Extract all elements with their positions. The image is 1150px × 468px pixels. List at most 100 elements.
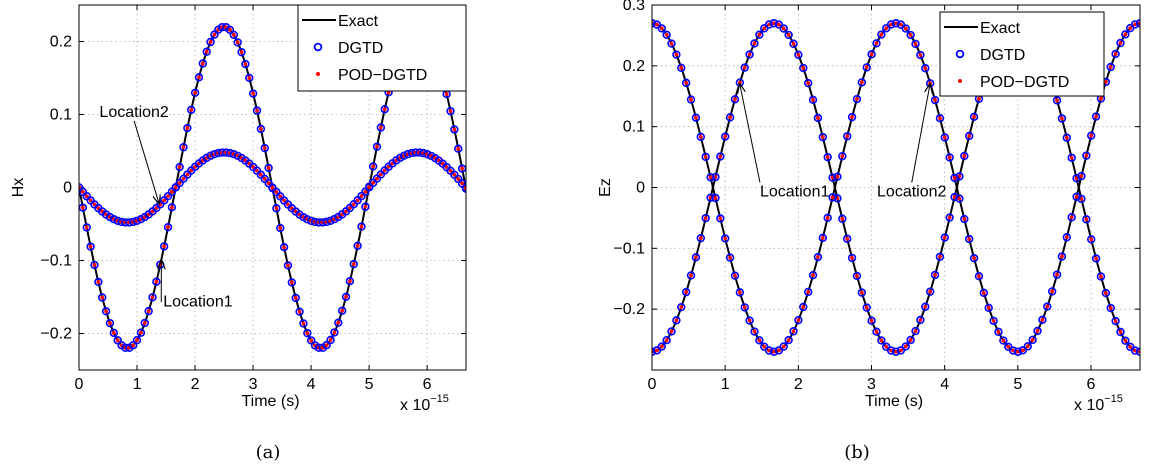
pod-dgtd-marker [903,26,908,31]
dgtd-marker [1023,342,1032,351]
dgtd-marker [361,202,370,211]
dgtd-marker [237,47,246,57]
pod-dgtd-marker [942,135,947,140]
dgtd-marker [1067,213,1076,222]
dgtd-marker [1086,131,1096,140]
pod-dgtd-marker [258,127,263,131]
dgtd-marker [233,38,242,47]
dgtd-marker [852,271,862,281]
pod-dgtd-marker [378,125,383,130]
pod-dgtd-marker [270,185,275,190]
dgtd-marker [672,50,681,59]
pod-dgtd-marker [169,189,174,194]
pod-dgtd-marker [135,338,139,343]
dgtd-marker [740,303,749,312]
dgtd-marker [730,95,740,104]
y-axis-label: Ez [597,178,614,197]
dgtd-marker [852,94,862,104]
dgtd-marker [691,113,701,122]
axes-border [651,4,1141,371]
pod-dgtd-marker [301,321,306,326]
dgtd-marker [803,78,813,88]
dgtd-marker [357,222,366,231]
dgtd-marker [461,183,466,192]
dgtd-marker [964,131,974,141]
dgtd-marker [691,253,701,262]
pod-dgtd-marker [1035,329,1040,333]
pod-dgtd-marker [908,338,913,342]
legend-circle-swatch [313,42,323,52]
pod-dgtd-marker [324,343,329,348]
pod-dgtd-marker [1020,348,1025,353]
x-multiplier: x 10−15 [400,393,449,414]
pod-dgtd-marker [351,262,356,267]
pod-dgtd-marker [830,195,835,200]
dgtd-marker [446,106,455,116]
pod-dgtd-marker [1113,319,1118,323]
pod-dgtd-marker [162,198,167,203]
dgtd-marker [662,336,671,345]
pod-dgtd-marker [977,274,981,279]
annotation-arrow [911,84,930,183]
pod-dgtd-marker [115,338,120,343]
pod-dgtd-marker [146,309,151,314]
pod-dgtd-marker [328,338,333,342]
dgtd-marker [906,335,915,345]
pod-dgtd-marker [733,273,737,278]
pod-dgtd-marker [375,144,379,149]
x-axis-label: Time (s) [865,393,923,410]
dgtd-marker [1091,254,1101,263]
pod-dgtd-marker [859,80,864,85]
pod-dgtd-marker [996,329,1001,334]
dgtd-marker [940,233,949,242]
pod-dgtd-marker [684,290,689,295]
pod-dgtd-marker [694,255,698,260]
dgtd-marker [999,336,1008,345]
dgtd-marker [740,63,749,72]
pod-dgtd-marker [816,255,820,259]
pod-dgtd-marker [258,172,263,177]
dgtd-marker [930,270,940,280]
dgtd-marker [764,346,774,355]
dgtd-marker [945,213,954,222]
pod-dgtd-marker [674,318,679,323]
dgtd-marker [279,243,289,252]
dgtd-marker [175,162,184,172]
dgtd-marker [79,183,84,192]
dgtd-marker [295,307,304,316]
dgtd-marker [1043,302,1052,311]
pod-dgtd-marker [933,273,937,277]
pod-dgtd-marker [448,109,453,114]
pod-dgtd-marker [723,134,728,139]
pod-dgtd-marker [173,185,178,190]
pod-dgtd-marker [776,22,781,27]
pod-dgtd-marker [282,198,287,203]
pod-dgtd-marker [100,295,105,300]
pod-dgtd-marker [1064,135,1069,140]
pod-dgtd-marker [703,216,708,221]
pod-dgtd-marker [1060,254,1064,259]
pod-dgtd-marker [840,216,845,221]
pod-dgtd-marker [679,65,684,70]
pod-dgtd-marker [801,305,806,309]
pod-dgtd-marker [811,273,815,278]
pod-dgtd-marker [231,33,236,37]
pod-dgtd-marker [728,255,732,260]
dgtd-marker [960,214,969,224]
pod-dgtd-marker [659,26,664,31]
y-tick-label: 0.1 [623,119,645,136]
legend-label: DGTD [338,40,383,57]
dgtd-marker [818,233,827,243]
pod-dgtd-marker [371,164,376,169]
pod-dgtd-marker [796,52,801,57]
dgtd-marker [1086,235,1096,244]
pod-dgtd-marker [757,338,762,343]
pod-dgtd-marker [1113,52,1118,56]
dgtd-marker [341,292,351,302]
pod-dgtd-marker [850,255,854,260]
dgtd-marker [794,315,803,325]
pod-dgtd-marker [977,96,981,101]
dgtd-marker [921,64,930,73]
x-multiplier-exponent: −15 [1104,393,1123,405]
legend-label: DGTD [980,47,1025,64]
